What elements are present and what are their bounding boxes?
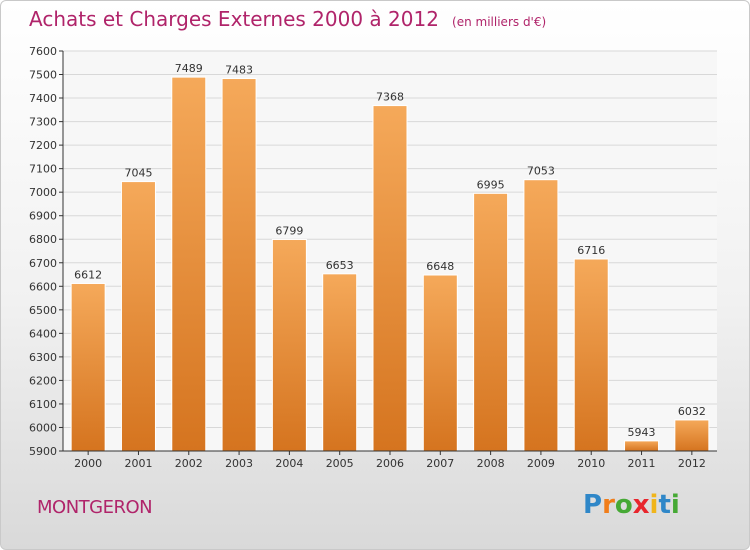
x-tick-label-2011: 2011 xyxy=(628,457,656,470)
data-label-2011: 5943 xyxy=(628,426,656,439)
data-label-2000: 6612 xyxy=(74,268,102,281)
y-tick-label: 6700 xyxy=(29,257,57,270)
data-label-2012: 6032 xyxy=(678,405,706,418)
y-tick-label: 7300 xyxy=(29,116,57,129)
bar-2008 xyxy=(473,192,509,452)
logo-letter: i xyxy=(670,490,680,520)
y-tick-label: 6100 xyxy=(29,398,57,411)
x-tick-label-2006: 2006 xyxy=(376,457,404,470)
logo-letter: t xyxy=(658,490,671,520)
y-tick-label: 6500 xyxy=(29,304,57,317)
data-label-2006: 7368 xyxy=(376,91,404,104)
x-tick-label-2009: 2009 xyxy=(527,457,555,470)
y-tick-label: 6200 xyxy=(29,374,57,387)
x-tick-label-2001: 2001 xyxy=(124,457,152,470)
x-tick-label-2007: 2007 xyxy=(426,457,454,470)
title-row: Achats et Charges Externes 2000 à 2012 (… xyxy=(29,7,546,31)
bar-2012 xyxy=(674,419,710,452)
logo-letter: o xyxy=(614,490,633,520)
x-tick-label-2005: 2005 xyxy=(326,457,354,470)
y-tick-label: 7600 xyxy=(29,45,57,58)
y-tick-label: 7500 xyxy=(29,69,57,82)
bar-2009 xyxy=(523,179,559,452)
y-tick-label: 6600 xyxy=(29,280,57,293)
bar-2007 xyxy=(422,274,458,452)
x-tick-label-2002: 2002 xyxy=(175,457,203,470)
data-label-2004: 6799 xyxy=(275,224,303,237)
x-tick-label-2000: 2000 xyxy=(74,457,102,470)
bar-2002 xyxy=(171,76,207,452)
bar-2004 xyxy=(271,238,307,452)
chart-unit-note: (en milliers d'€) xyxy=(452,15,547,29)
y-tick-label: 7400 xyxy=(29,92,57,105)
bar-2011 xyxy=(624,440,660,452)
bar-2001 xyxy=(120,181,156,452)
x-tick-label-2012: 2012 xyxy=(678,457,706,470)
data-label-2002: 7489 xyxy=(175,62,203,75)
x-tick-label-2004: 2004 xyxy=(275,457,303,470)
chart-title: Achats et Charges Externes 2000 à 2012 xyxy=(29,7,439,31)
logo-letter: i xyxy=(649,490,659,520)
logo-letter: P xyxy=(583,490,603,520)
data-label-2009: 7053 xyxy=(527,165,555,178)
logo-letter: x xyxy=(632,490,650,520)
bar-2000 xyxy=(70,282,106,452)
data-label-2003: 7483 xyxy=(225,64,253,77)
y-tick-label: 5900 xyxy=(29,445,57,458)
bar-2005 xyxy=(322,273,358,452)
data-label-2010: 6716 xyxy=(577,244,605,257)
x-tick-label-2010: 2010 xyxy=(577,457,605,470)
y-tick-label: 6800 xyxy=(29,233,57,246)
data-label-2005: 6653 xyxy=(326,259,354,272)
location-label: MONTGERON xyxy=(37,497,153,518)
y-tick-label: 6300 xyxy=(29,351,57,364)
data-label-2007: 6648 xyxy=(426,260,454,273)
y-tick-label: 6400 xyxy=(29,327,57,340)
data-label-2001: 7045 xyxy=(124,167,152,180)
bar-layer: 6612 7045 7489 7483 6799 6653 7368 6648 6995 7053… xyxy=(70,62,710,452)
bar-2003 xyxy=(221,78,257,452)
y-tick-label: 7000 xyxy=(29,186,57,199)
axis-layer: 5900 6000 6100 6200 6300 6400 6500 6600 6700 6800… xyxy=(29,45,717,470)
y-tick-label: 7200 xyxy=(29,139,57,152)
y-tick-label: 6900 xyxy=(29,210,57,223)
y-tick-label: 6000 xyxy=(29,421,57,434)
y-tick-label: 7100 xyxy=(29,163,57,176)
x-tick-label-2003: 2003 xyxy=(225,457,253,470)
x-tick-label-2008: 2008 xyxy=(477,457,505,470)
bar-2010 xyxy=(573,258,609,452)
data-label-2008: 6995 xyxy=(477,178,505,191)
logo-letter: r xyxy=(602,490,615,520)
proxiti-logo[interactable]: Proxiti xyxy=(583,490,680,520)
bar-2006 xyxy=(372,105,408,452)
